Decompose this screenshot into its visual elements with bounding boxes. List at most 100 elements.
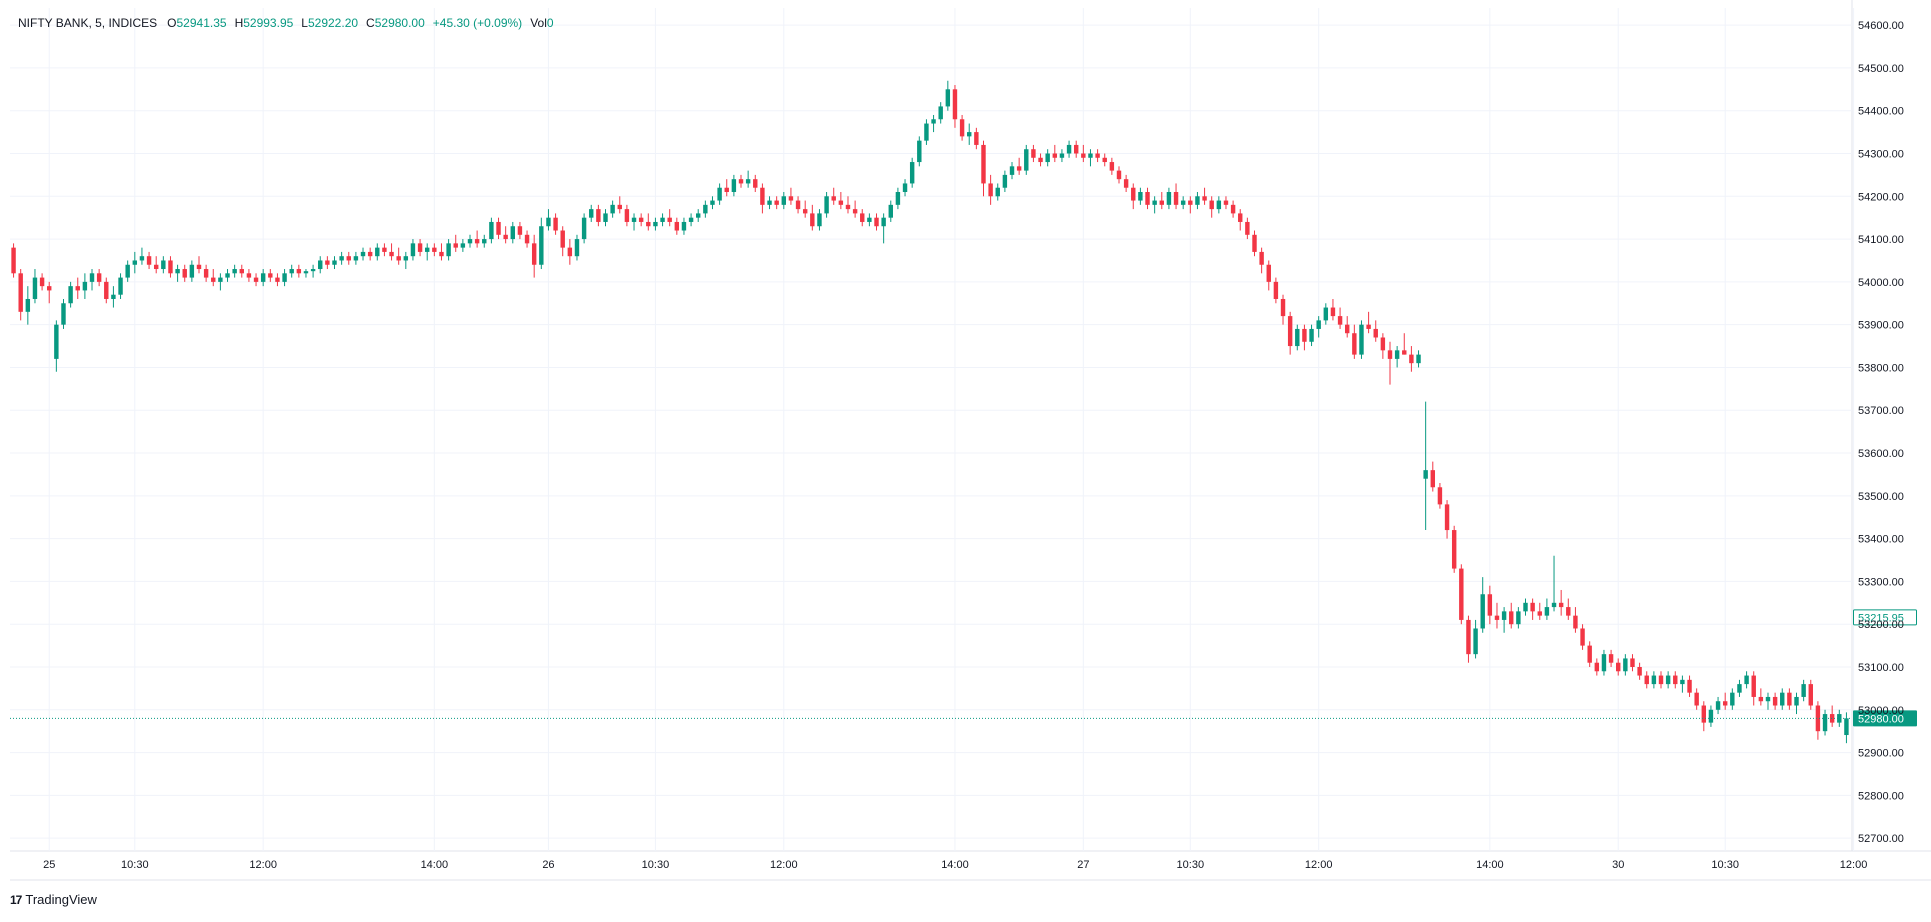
- candle-body: [182, 269, 187, 278]
- candle-body: [738, 179, 744, 184]
- candle-body: [96, 273, 102, 282]
- candle-body: [296, 269, 302, 274]
- candle-body: [539, 226, 544, 265]
- candle-body: [360, 251, 366, 257]
- candle-body: [1587, 645, 1592, 663]
- x-tick-label: 25: [43, 859, 55, 871]
- tradingview-brand[interactable]: 17 TradingView: [10, 892, 97, 907]
- candle-body: [1088, 153, 1093, 158]
- candle-body: [817, 213, 822, 227]
- candle-body: [1009, 166, 1015, 175]
- price-axis: 52700.00 52800.00 52900.00 53000.00 53100.00…: [1858, 20, 1904, 845]
- candle-body: [225, 273, 230, 278]
- candle-body: [232, 269, 237, 274]
- x-tick-label: 14:00: [941, 859, 969, 871]
- candle-body: [1409, 354, 1414, 364]
- candle-body: [1466, 619, 1471, 655]
- candle-body: [1751, 675, 1756, 697]
- candle-body: [959, 119, 965, 137]
- candle-body: [952, 89, 958, 120]
- candle-body: [289, 269, 294, 274]
- candle-body: [1024, 149, 1029, 171]
- candle-body: [1052, 153, 1058, 158]
- candle-body: [1387, 350, 1393, 359]
- candle-body: [1066, 144, 1072, 154]
- candle-body: [1580, 628, 1585, 646]
- candle-body: [760, 187, 765, 205]
- candle-body: [1123, 179, 1129, 188]
- candle-body: [39, 277, 45, 287]
- y-tick-label: 54200.00: [1858, 191, 1904, 203]
- candle-body: [845, 204, 851, 210]
- candle-body: [489, 221, 494, 240]
- candle-body: [303, 271, 309, 274]
- candle-body: [417, 243, 423, 252]
- candle-body: [1765, 696, 1771, 702]
- candle-body: [802, 209, 808, 214]
- candle-body: [1423, 470, 1428, 479]
- candle-body: [696, 213, 701, 218]
- candle-body: [1694, 692, 1699, 706]
- candle-body: [1737, 684, 1742, 693]
- candle-body: [703, 204, 708, 214]
- y-tick-label: 53300.00: [1858, 576, 1904, 588]
- candle-body: [1437, 487, 1443, 505]
- candle-body: [610, 204, 615, 214]
- candle-body: [1566, 607, 1571, 616]
- candle-body: [332, 260, 337, 265]
- change-value: +45.30 (+0.09%): [432, 16, 523, 30]
- marker-price-badge: [1853, 609, 1917, 626]
- candle-body: [1516, 611, 1521, 625]
- symbol-label[interactable]: NIFTY BANK, 5, INDICES: [18, 16, 158, 30]
- candle-body: [1202, 196, 1207, 201]
- candle-body: [909, 162, 915, 184]
- candle-body: [1822, 714, 1828, 732]
- candle-body: [325, 260, 330, 265]
- y-tick-label: 54000.00: [1858, 277, 1904, 289]
- candle-body: [89, 273, 95, 282]
- candle-body: [318, 260, 323, 270]
- candles: [11, 80, 1849, 744]
- candle-body: [1715, 701, 1721, 710]
- candle-body: [353, 256, 359, 261]
- candle-body: [474, 239, 480, 244]
- candle-body: [460, 243, 466, 248]
- candle-body: [581, 217, 587, 240]
- candle-body: [11, 247, 16, 274]
- candle-body: [375, 247, 380, 257]
- candle-body: [988, 183, 993, 197]
- y-tick-label: 53200.00: [1858, 619, 1904, 631]
- candle-body: [1844, 718, 1849, 736]
- candle-body: [995, 187, 1000, 197]
- candle-body: [867, 217, 872, 222]
- candle-body: [1216, 200, 1222, 210]
- candle-body: [1658, 675, 1664, 685]
- candle-body: [852, 209, 858, 214]
- candle-body: [924, 123, 929, 141]
- candle-body: [638, 217, 644, 222]
- candle-body: [446, 243, 451, 257]
- candle-body: [574, 239, 580, 257]
- high-label: H: [234, 16, 244, 30]
- y-tick-label: 54500.00: [1858, 63, 1904, 75]
- x-tick-label: 10:30: [642, 859, 670, 871]
- candle-body: [624, 209, 630, 222]
- candle-body: [681, 221, 687, 231]
- candle-body: [1180, 200, 1186, 205]
- candle-body: [1280, 298, 1286, 317]
- candle-body: [1780, 692, 1785, 706]
- candle-body: [367, 251, 373, 257]
- y-tick-label: 52900.00: [1858, 748, 1904, 760]
- candle-body: [710, 200, 715, 205]
- candle-body: [282, 273, 287, 282]
- volume-label: Vol: [530, 16, 547, 30]
- candle-body: [1252, 234, 1257, 252]
- x-tick-label: 12:00: [1305, 859, 1333, 871]
- candle-body: [1402, 350, 1407, 355]
- grid: [10, 0, 1931, 881]
- candle-body: [1145, 192, 1150, 205]
- candle-body: [1394, 350, 1400, 359]
- candle-body: [1138, 192, 1143, 201]
- candle-body: [239, 269, 244, 274]
